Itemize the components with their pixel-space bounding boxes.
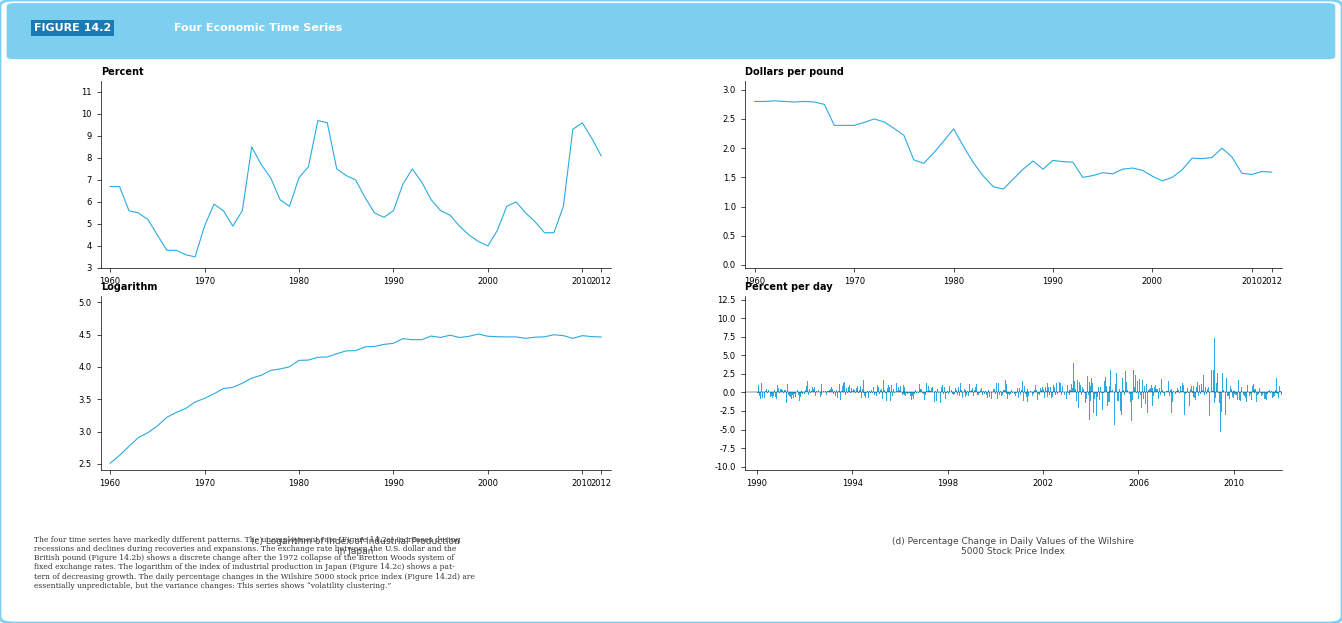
Text: Percent per day: Percent per day [745,282,832,292]
Text: FIGURE 14.2: FIGURE 14.2 [34,23,111,33]
Text: Dollars per pound: Dollars per pound [745,67,844,77]
Text: (a) U.S. Unemployment Rate: (a) U.S. Unemployment Rate [291,320,420,329]
Text: (d) Percentage Change in Daily Values of the Wilshire
5000 Stock Price Index: (d) Percentage Change in Daily Values of… [892,536,1134,556]
Text: (c) Logarithm of Index of Industrial Production
in Japan: (c) Logarithm of Index of Industrial Pro… [251,536,460,556]
FancyBboxPatch shape [7,3,1335,59]
Text: Percent: Percent [101,67,144,77]
Text: The four time series have markedly different patterns. The unemployment rate (Fi: The four time series have markedly diffe… [34,536,475,590]
Text: Four Economic Time Series: Four Economic Time Series [174,23,342,33]
Text: (b) U.S. Dollar/British Pound Exchange Rate: (b) U.S. Dollar/British Pound Exchange R… [915,320,1111,329]
Text: Logarithm: Logarithm [101,282,157,292]
